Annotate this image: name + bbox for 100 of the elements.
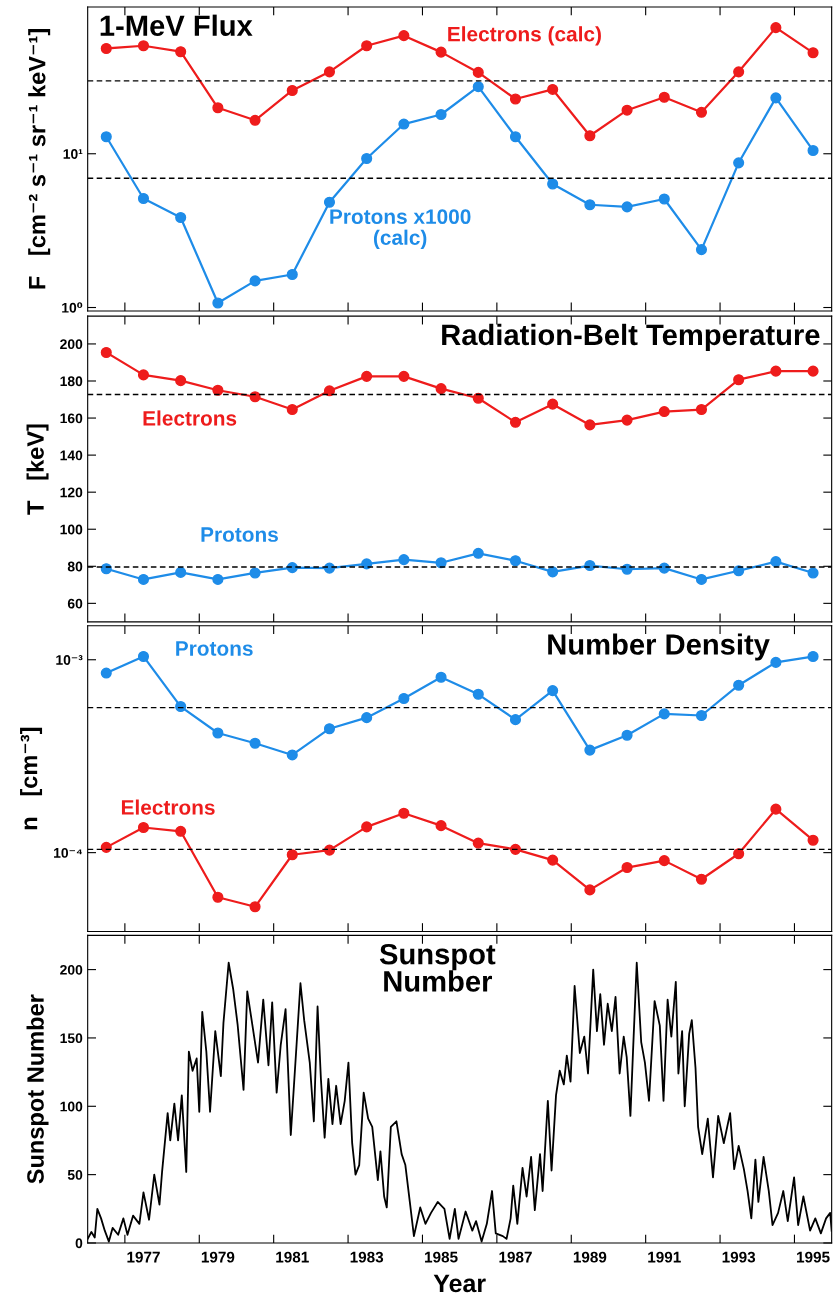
point (137, 192, 150, 205)
point (286, 268, 298, 281)
y-tick-label: 10⁰ (62, 302, 83, 313)
point (212, 573, 224, 586)
point (770, 556, 782, 568)
y-tick-label: 200 (60, 964, 83, 975)
point (547, 566, 559, 578)
point (807, 567, 819, 579)
y-tick-label: 120 (60, 487, 83, 498)
point (733, 679, 745, 691)
y-tick-label: 60 (67, 598, 83, 609)
point (361, 40, 373, 52)
y-axis-title: T [keV] (26, 424, 49, 515)
point (695, 106, 708, 118)
point (323, 723, 336, 735)
point (323, 66, 336, 78)
point (137, 40, 150, 52)
point (249, 901, 261, 913)
x-axis-title: Year (433, 1274, 486, 1293)
point (770, 365, 782, 377)
point (584, 884, 596, 896)
point (807, 650, 819, 663)
text: Sunspot Number (379, 943, 496, 992)
point (584, 744, 596, 756)
point (175, 211, 187, 224)
point (175, 566, 187, 578)
point (323, 196, 336, 208)
point (621, 201, 633, 213)
point (472, 547, 484, 559)
x-tick-label: 1979 (201, 1251, 235, 1263)
point (770, 803, 782, 815)
point (286, 403, 298, 416)
x-tick-label: 1987 (499, 1251, 532, 1263)
point (658, 855, 670, 867)
point (733, 157, 745, 169)
point (733, 66, 745, 78)
point (584, 130, 596, 142)
point (435, 108, 447, 121)
point (621, 104, 633, 116)
y-tick-label: 160 (60, 413, 83, 424)
point (249, 275, 261, 287)
series-label: Electrons (calc) (448, 26, 601, 46)
y-tick-label: 10⁻⁴ (54, 847, 83, 858)
point (100, 131, 112, 143)
point (323, 385, 336, 397)
x-tick-label: 1977 (127, 1251, 160, 1263)
point (212, 384, 224, 396)
point (695, 403, 708, 416)
point (286, 849, 298, 861)
point (509, 131, 522, 143)
series-label: Electrons (143, 410, 237, 426)
y-tick-label: 100 (60, 524, 83, 535)
point (547, 398, 559, 410)
point (286, 84, 298, 97)
y-tick-label: 10¹ (63, 149, 83, 159)
point (100, 42, 112, 55)
point (249, 737, 261, 749)
y-tick-label: 140 (60, 450, 83, 461)
point (807, 47, 819, 59)
point (175, 825, 187, 837)
point (584, 199, 596, 211)
point (435, 383, 447, 395)
series-label: Protons (201, 527, 278, 542)
point (249, 391, 261, 403)
point (509, 714, 522, 726)
point (100, 346, 112, 359)
point (584, 419, 596, 431)
y-axis-title: Sunspot Number (26, 994, 49, 1184)
point (472, 81, 484, 93)
point (137, 573, 150, 586)
point (100, 841, 112, 853)
chart-title: Number Density (548, 633, 770, 661)
point (621, 414, 633, 426)
point (472, 66, 484, 78)
x-tick-label: 1985 (425, 1251, 458, 1263)
point (361, 152, 373, 165)
y-tick-label: 50 (67, 1169, 83, 1180)
point (361, 370, 373, 382)
x-tick-label: 1991 (648, 1251, 681, 1263)
point (398, 554, 410, 566)
x-tick-label: 1993 (722, 1251, 756, 1263)
x-tick-label: 1981 (276, 1251, 309, 1263)
point (137, 650, 150, 663)
point (398, 807, 410, 819)
point (212, 297, 224, 309)
point (509, 416, 522, 428)
point (509, 555, 522, 567)
point (286, 749, 298, 761)
point (733, 374, 745, 386)
point (398, 30, 410, 42)
point (435, 671, 447, 683)
point (212, 102, 224, 114)
point (398, 692, 410, 705)
point (658, 91, 670, 103)
point (695, 244, 708, 256)
y-tick-label: 180 (60, 376, 83, 387)
y-tick-label: 150 (60, 1033, 83, 1044)
series-label: Protons (176, 641, 253, 656)
point (249, 114, 261, 126)
x-tick-label: 1995 (797, 1251, 830, 1263)
